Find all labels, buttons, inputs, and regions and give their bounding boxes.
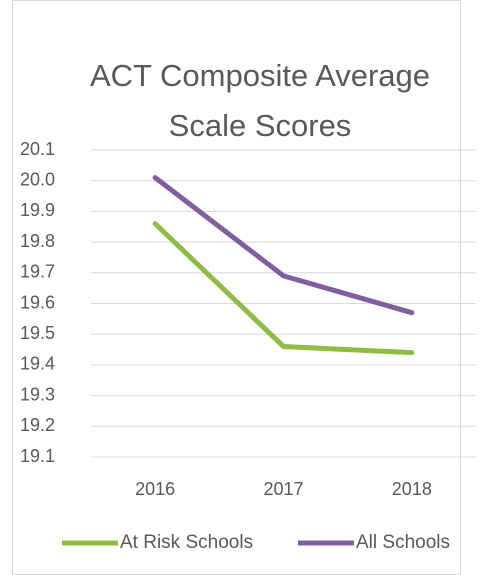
y-tick-label: 20.0 [20,169,55,189]
series-line [152,221,415,356]
y-tick-label: 19.2 [20,415,55,435]
y-tick-label: 19.4 [20,354,55,374]
y-tick-label: 19.6 [20,292,55,312]
y-tick-label: 19.8 [20,231,55,251]
y-tick-label: 19.7 [20,262,55,282]
x-tick-label: 2016 [135,479,175,499]
y-tick-label: 19.5 [20,323,55,343]
legend-label: At Risk Schools [120,532,253,553]
chart-title: Scale Scores [169,108,352,143]
x-tick-label: 2018 [392,479,432,499]
series-line [152,175,415,316]
legend-label: All Schools [356,532,450,553]
y-tick-label: 20.1 [20,139,55,159]
y-tick-label: 19.3 [20,384,55,404]
x-tick-label: 2017 [263,479,303,499]
y-tick-label: 19.9 [20,200,55,220]
chart-border [12,0,461,575]
chart-title: ACT Composite Average [90,58,430,93]
y-tick-label: 19.1 [20,446,55,466]
